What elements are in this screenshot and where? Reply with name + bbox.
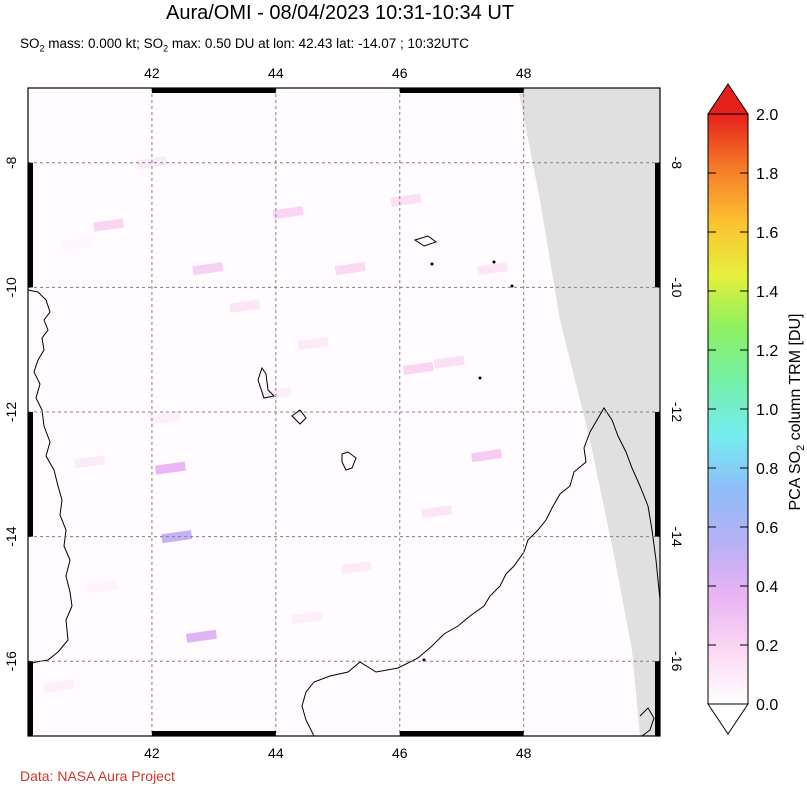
colorbar-tick-label: 1.0 [756, 402, 778, 419]
border-bar [151, 731, 276, 736]
coastlines [28, 235, 660, 736]
so2-cells [43, 156, 509, 693]
y-tick-label-left: -16 [3, 651, 19, 671]
y-tick-label-right: -16 [669, 651, 685, 671]
island-moheli [291, 409, 307, 425]
colorbar-tick-label: 0.2 [756, 638, 778, 655]
border-bar [655, 162, 660, 288]
so2-cell [340, 561, 372, 575]
island-grande-comore [257, 366, 276, 399]
so2-cell [43, 679, 75, 693]
africa-coastline [28, 289, 73, 665]
y-tick-label-left: -14 [3, 526, 19, 546]
tick-labels: 42 42 44 44 46 46 48 48 -8 -8 -10 -10 -12 -12 -14 -14 -1… [3, 65, 685, 761]
colorbar-min-arrow [707, 703, 749, 735]
map-area [28, 88, 660, 736]
so2-cell [291, 611, 323, 625]
small-islets [422, 260, 514, 662]
colorbar-tick-label: 0.4 [756, 579, 778, 596]
colorbar: 0.0 0.2 0.4 0.6 0.8 1.0 1.2 1.4 1.6 1.8 2.0 PCA SO… [707, 83, 807, 735]
islet-3 [510, 284, 514, 288]
colorbar-tick-label: 1.2 [756, 343, 778, 360]
map-border-bars [28, 88, 660, 736]
border-bar [655, 661, 660, 736]
so2-cell [155, 461, 186, 475]
island-aldabra [413, 235, 438, 247]
so2-cell [148, 411, 180, 425]
y-tick-label-right: -8 [669, 157, 685, 170]
subtitle-part: max: 0.50 DU at lon: 42.43 lat: -14.07 ;… [168, 36, 470, 51]
subtitle-part: SO [20, 36, 40, 51]
y-tick-label-right: -10 [669, 277, 685, 297]
colorbar-tick-label: 1.8 [756, 166, 778, 183]
border-bar [655, 412, 660, 537]
x-tick-label-top: 44 [268, 65, 284, 81]
x-tick-label-bottom: 46 [392, 745, 408, 761]
so2-cell [62, 237, 94, 251]
so2-cell [229, 299, 261, 313]
border-bar [28, 412, 33, 537]
x-tick-label-bottom: 48 [516, 745, 532, 761]
colorbar-max-arrow [707, 83, 749, 115]
so2-cell [421, 505, 453, 519]
data-credit: Data: NASA Aura Project [20, 768, 175, 784]
so2-cell [477, 262, 509, 276]
so2-cell [161, 530, 193, 544]
madagascar-south-tip [639, 707, 655, 736]
y-tick-label-left: -12 [3, 402, 19, 422]
so2-cell [334, 262, 366, 276]
y-tick-label-left: -8 [3, 156, 19, 169]
colorbar-tick-label: 0.8 [756, 461, 778, 478]
y-tick-label-right: -14 [669, 526, 685, 546]
colorbar-tick-label: 1.6 [756, 225, 778, 242]
colorbar-label: PCA SO2 column TRM [DU] [787, 314, 807, 511]
colorbar-tick-label: 0.6 [756, 520, 778, 537]
chart-title: Aura/OMI - 08/04/2023 10:31-10:34 UT [166, 2, 514, 24]
colorbar-tick-label: 0.0 [756, 697, 778, 714]
madagascar-north-coast [589, 407, 660, 601]
border-bar [28, 162, 33, 288]
so2-cell [402, 361, 434, 375]
subtitle-sub: 2 [39, 43, 45, 54]
islet-4 [478, 376, 482, 380]
so2-cell [471, 449, 502, 463]
islet-1 [430, 262, 434, 266]
so2-cell [186, 629, 217, 643]
so2-cell [192, 262, 224, 276]
subtitle-part: mass: 0.000 kt; SO [44, 36, 164, 51]
chart-subtitle: SO2 mass: 0.000 kt; SO2 max: 0.50 DU at … [20, 36, 469, 54]
islet-2 [492, 260, 496, 264]
island-anjouan [341, 451, 357, 471]
y-tick-label-left: -10 [3, 277, 19, 297]
x-tick-label-top: 48 [516, 65, 532, 81]
x-tick-label-top: 42 [144, 65, 160, 81]
border-bar [28, 661, 33, 736]
madagascar-west-coast [301, 431, 591, 736]
so2-cell [390, 193, 422, 207]
gridlines [28, 88, 660, 736]
y-tick-label-right: -12 [669, 402, 685, 422]
so2-cell [272, 206, 304, 220]
x-tick-label-top: 46 [392, 65, 408, 81]
colorbar-ticks: 0.0 0.2 0.4 0.6 0.8 1.0 1.2 1.4 1.6 1.8 2.0 [708, 107, 778, 714]
subtitle-sub: 2 [163, 43, 169, 54]
colorbar-tick-label: 1.4 [756, 284, 778, 301]
border-bar [399, 88, 524, 93]
so2-cell [86, 579, 118, 594]
x-tick-label-bottom: 44 [268, 745, 284, 761]
border-bar [399, 731, 524, 736]
so2-cell [297, 336, 329, 351]
border-bar [151, 88, 276, 93]
x-tick-label-bottom: 42 [144, 745, 160, 761]
so2-cell [93, 218, 125, 232]
so2-cell [433, 355, 465, 369]
colorbar-tick-label: 2.0 [756, 107, 778, 124]
so2-cell [74, 455, 106, 469]
